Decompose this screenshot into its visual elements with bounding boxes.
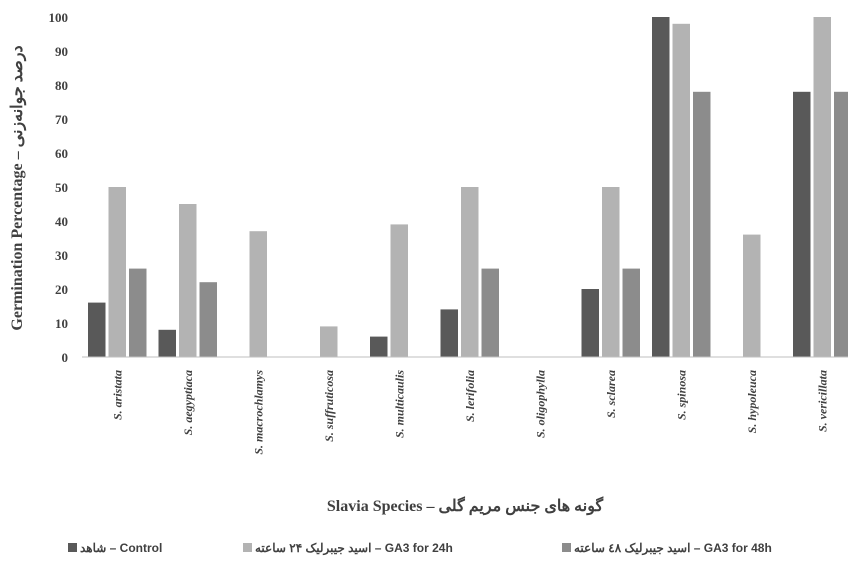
legend-label: اسید جیبرلیک ٤٨ ساعته – GA3 for 48h [574, 541, 772, 556]
x-category-label: S. aegyptiaca [181, 370, 195, 435]
bar [158, 329, 176, 357]
bar [652, 17, 670, 357]
x-category-label: S. hypoleuca [745, 370, 759, 433]
y-tick-label: 80 [55, 78, 68, 93]
x-category-label: S. aristata [110, 370, 124, 420]
bar [199, 282, 217, 357]
bar [622, 268, 640, 357]
x-axis-category-labels: S. aristata S. aegyptiaca S. macrochlamys S… [110, 370, 829, 455]
bar [672, 23, 690, 358]
x-category-label: S. macrochlamys [251, 370, 265, 455]
legend-swatch [68, 543, 77, 552]
bar [370, 336, 388, 357]
y-axis-ticks: 0 10 20 30 40 50 60 70 80 90 100 [49, 10, 69, 365]
x-category-label: S. vericillata [815, 370, 829, 432]
bar [813, 17, 831, 357]
bar [88, 302, 106, 357]
y-tick-label: 60 [55, 146, 68, 161]
legend-label: شاهد – Control [80, 541, 162, 555]
bar [602, 187, 620, 357]
y-tick-label: 0 [62, 350, 69, 365]
bar [129, 268, 147, 357]
y-tick-label: 10 [55, 316, 68, 331]
bar [581, 289, 599, 357]
legend-label: اسید جیبرلیک ۲۴ ساعته – GA3 for 24h [255, 541, 453, 556]
legend-swatch [562, 543, 571, 552]
bar [693, 91, 711, 358]
y-tick-label: 70 [55, 112, 68, 127]
bar [390, 224, 408, 357]
bar [481, 268, 499, 357]
legend: شاهد – Control اسید جیبرلیک ۲۴ ساعته – GA… [68, 541, 772, 556]
bar [179, 204, 197, 357]
bar [440, 309, 458, 357]
x-category-label: S. multicaulis [392, 370, 406, 438]
y-tick-label: 30 [55, 248, 68, 263]
bar [743, 234, 761, 357]
x-category-label: S. suffruticosa [322, 370, 336, 442]
bar [108, 187, 126, 357]
y-tick-label: 90 [55, 44, 68, 59]
y-axis-title: Germination Percentage – درصد جوانه‌زنی [9, 45, 27, 330]
x-category-label: S. sclarea [604, 370, 618, 418]
x-category-label: S. oligophylla [533, 370, 547, 438]
bar [320, 326, 338, 357]
legend-swatch [243, 543, 252, 552]
bar [834, 91, 848, 358]
bar [461, 187, 479, 357]
bars [88, 17, 848, 358]
bar [793, 91, 811, 358]
y-tick-label: 100 [49, 10, 69, 25]
y-tick-label: 20 [55, 282, 68, 297]
y-tick-label: 50 [55, 180, 68, 195]
x-axis-title: Slavia Species – گونه های جنس مریم گلی [327, 496, 604, 516]
y-tick-label: 40 [55, 214, 68, 229]
x-category-label: S. lerifolia [463, 370, 477, 422]
x-category-label: S. spinosa [674, 370, 688, 420]
bar [249, 231, 267, 357]
